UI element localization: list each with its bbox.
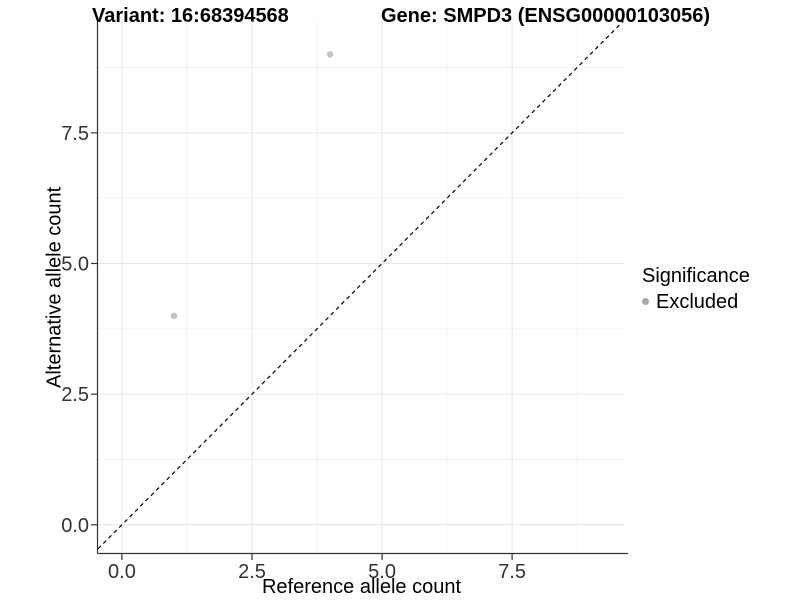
identity-reference-line	[97, 20, 624, 550]
y-tick-label: 2.5	[61, 384, 89, 406]
data-point	[326, 51, 334, 58]
y-axis-title: Alternative allele count	[43, 186, 66, 388]
legend-item-label: Excluded	[656, 290, 739, 313]
y-tick-label: 5.0	[61, 253, 89, 275]
y-tick-label: 0.0	[61, 515, 89, 537]
plot-title-variant: Variant: 16:68394568	[92, 5, 289, 27]
x-tick-label: 2.5	[238, 561, 266, 583]
x-tick-label: 5.0	[368, 561, 396, 583]
x-axis-title: Reference allele count	[261, 576, 461, 598]
x-tick-label: 7.5	[498, 561, 526, 583]
legend-item-excluded: Excluded	[640, 290, 738, 314]
data-point	[170, 312, 178, 319]
y-tick-label: 7.5	[61, 123, 89, 145]
x-tick-label: 0.0	[108, 561, 136, 583]
legend: Significance Excluded	[640, 264, 750, 314]
legend-title: Significance	[642, 265, 750, 287]
plot-title-gene: Gene: SMPD3 (ENSG00000103056)	[381, 5, 711, 27]
legend-key-dot	[642, 298, 649, 305]
